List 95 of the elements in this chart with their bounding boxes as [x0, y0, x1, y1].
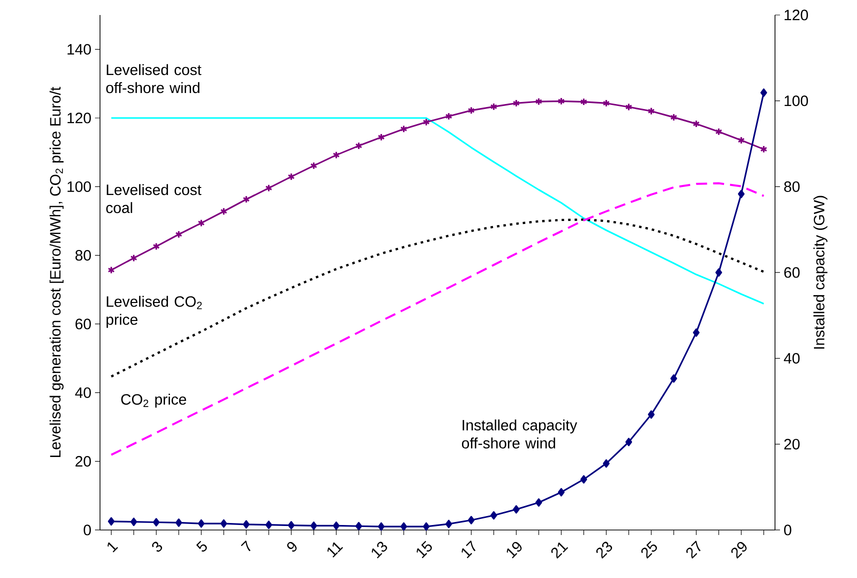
text: Levelised CO$_{2}$ price [106, 296, 202, 328]
point [692, 328, 700, 337]
point [738, 136, 745, 144]
point [265, 184, 272, 192]
x-tick-label: 13 [372, 542, 388, 558]
point [625, 103, 632, 112]
point [648, 410, 655, 419]
point [490, 511, 498, 520]
point [738, 190, 745, 198]
x-tick-label: 27 [686, 540, 701, 559]
point [625, 438, 632, 446]
y-tick-label: 120 [68, 112, 91, 124]
point [422, 522, 430, 531]
point [265, 520, 272, 530]
point [602, 99, 610, 108]
point [670, 113, 678, 122]
point [175, 230, 182, 238]
x-tick-label: 19 [506, 542, 522, 558]
y2-tick-label: 60 [784, 267, 800, 278]
point [602, 459, 610, 468]
x-tick-label: 9 [287, 542, 297, 552]
point [445, 520, 452, 528]
x-tick-label: 11 [327, 542, 344, 558]
y-tick-label: 100 [68, 181, 91, 192]
point [355, 522, 362, 530]
point [715, 128, 722, 136]
point [378, 522, 385, 531]
point [512, 505, 520, 514]
point [288, 521, 295, 530]
x-tick-label: 7 [240, 540, 251, 552]
y-tick-label: 80 [75, 250, 91, 261]
y2-axis-title: Installed capacity (GW) [813, 196, 828, 349]
point [715, 268, 722, 277]
point [175, 518, 182, 527]
x-tick-label: 23 [596, 542, 612, 559]
series-label: Installed capacity off-shore wind [462, 419, 578, 448]
point [760, 88, 768, 97]
point [558, 488, 565, 496]
y-tick-label: 60 [76, 318, 91, 330]
x-tick-label: 3 [152, 542, 162, 552]
point [445, 112, 452, 120]
point [310, 521, 318, 530]
point [152, 518, 160, 526]
point [220, 207, 228, 216]
point [130, 254, 138, 262]
x-tick-label: 17 [462, 540, 476, 558]
point [332, 151, 340, 160]
y2-tick-label: 80 [784, 181, 800, 192]
point [198, 219, 205, 228]
x-tick-label: 29 [731, 542, 747, 559]
point [400, 124, 408, 133]
y2-tick-label: 40 [784, 353, 800, 364]
point [535, 498, 542, 507]
point [198, 519, 205, 528]
point [130, 518, 138, 526]
x-tick-label: 25 [641, 540, 657, 559]
x-tick-label: 1 [108, 542, 118, 552]
y-axis-title: Levelised generation cost [Euro/MWh], CO$_{2}$ price Euro/t [50, 86, 64, 458]
point [310, 162, 318, 170]
y-tick-label: 0 [84, 524, 91, 536]
point [580, 98, 588, 106]
point [468, 106, 475, 114]
series-label: Levelised cost off-shore wind [106, 64, 202, 94]
point [242, 520, 250, 529]
point [108, 517, 115, 526]
point [558, 97, 565, 106]
x-tick-label: 21 [551, 542, 568, 559]
point [220, 519, 228, 528]
y2-tick-label: 100 [784, 96, 808, 106]
point [152, 242, 160, 250]
x-tick-label: 5 [196, 540, 207, 552]
point [670, 374, 678, 383]
point [355, 142, 362, 150]
y-tick-label: 140 [68, 44, 91, 55]
point [512, 99, 520, 108]
point [332, 521, 340, 530]
y2-tick-label: 120 [784, 10, 808, 20]
point [242, 195, 250, 204]
point [535, 98, 542, 106]
point [490, 102, 498, 111]
x-tick-label: 15 [416, 540, 432, 558]
point [580, 475, 588, 484]
point [400, 522, 408, 531]
y2-tick-label: 0 [784, 524, 792, 536]
y-tick-label: 20 [76, 456, 91, 467]
point [422, 118, 430, 126]
y-tick-label: 40 [75, 387, 91, 398]
point [648, 107, 655, 116]
point [468, 516, 475, 524]
series-label: Levelised cost coal [106, 184, 202, 214]
point [378, 133, 385, 142]
y2-tick-label: 20 [784, 438, 800, 450]
point [288, 172, 295, 181]
point [692, 120, 700, 128]
series-label: CO$_{2}$ price [121, 394, 186, 408]
